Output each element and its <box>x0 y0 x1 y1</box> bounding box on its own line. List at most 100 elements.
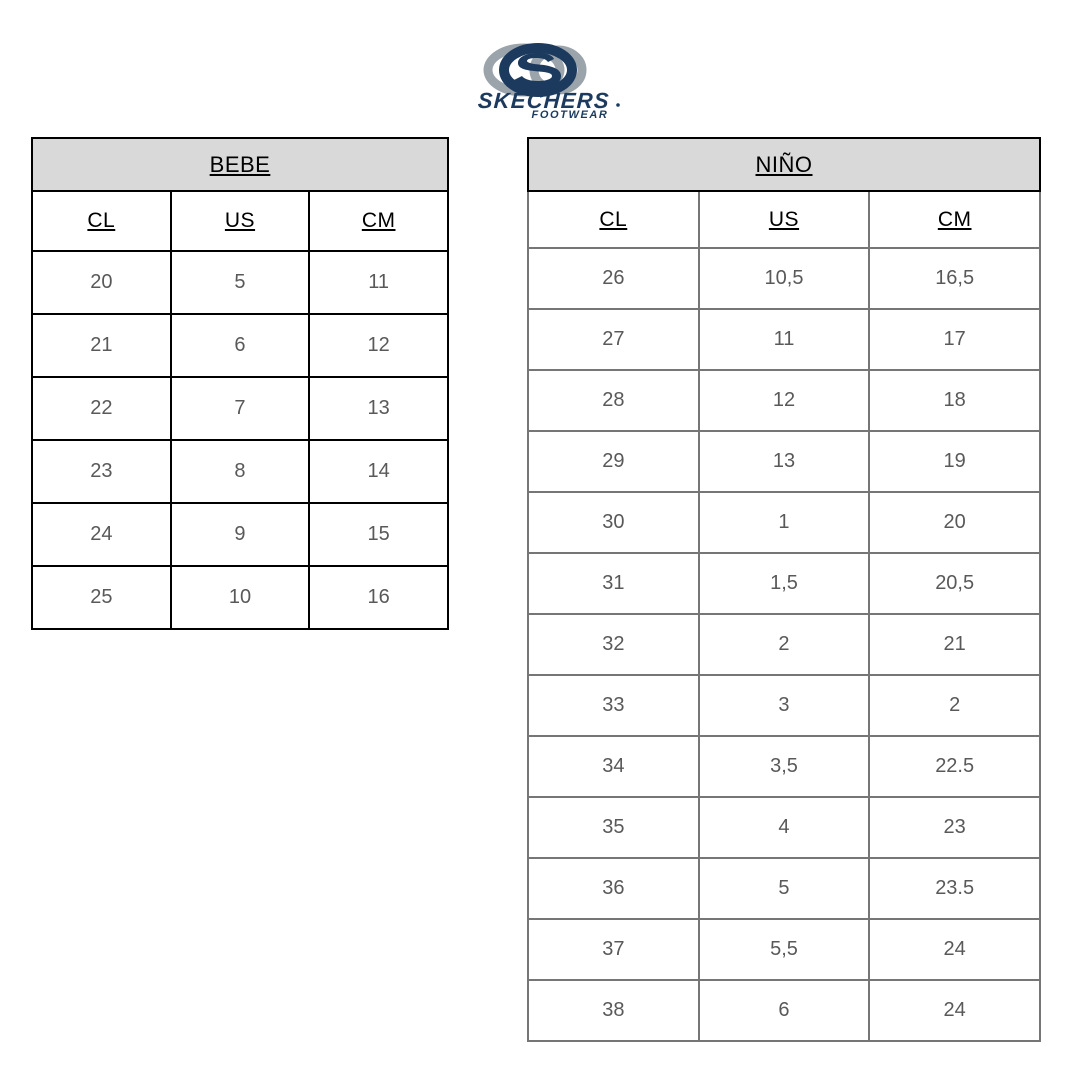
cell-cm: 16 <box>308 565 449 630</box>
table-header-nino: NIÑO CL US CM <box>527 137 1041 249</box>
cell-cl: 23 <box>31 439 172 504</box>
column-header-cm: CM <box>868 190 1041 249</box>
table-row: 20 5 11 <box>31 250 449 315</box>
table-row: 36 5 23.5 <box>527 857 1041 920</box>
cell-cm: 19 <box>868 430 1041 493</box>
cell-us: 13 <box>697 430 871 493</box>
cell-cm: 2 <box>868 674 1041 737</box>
table-row: 37 5,5 24 <box>527 918 1041 981</box>
cell-us: 8 <box>169 439 311 504</box>
size-table-bebe: BEBE CL US CM 20 5 11 21 6 12 22 7 13 23… <box>31 137 449 630</box>
table-body-nino: 26 10,5 16,5 27 11 17 28 12 18 29 13 19 … <box>527 247 1041 1042</box>
cell-cm: 24 <box>868 979 1041 1042</box>
cell-us: 6 <box>169 313 311 378</box>
cell-us: 5 <box>169 250 311 315</box>
cell-cm: 15 <box>308 502 449 567</box>
cell-cl: 22 <box>31 376 172 441</box>
cell-cm: 24 <box>868 918 1041 981</box>
cell-cm: 23 <box>868 796 1041 859</box>
cell-cm: 20,5 <box>868 552 1041 615</box>
cell-cl: 35 <box>527 796 700 859</box>
cell-cl: 31 <box>527 552 700 615</box>
cell-cm: 14 <box>308 439 449 504</box>
cell-us: 10,5 <box>697 247 871 310</box>
table-row: 34 3,5 22.5 <box>527 735 1041 798</box>
cell-us: 3,5 <box>697 735 871 798</box>
logo-s-monogram <box>499 43 577 97</box>
cell-cl: 29 <box>527 430 700 493</box>
table-column-header-row: CL US CM <box>527 190 1041 249</box>
table-row: 28 12 18 <box>527 369 1041 432</box>
cell-us: 1 <box>697 491 871 554</box>
table-row: 38 6 24 <box>527 979 1041 1042</box>
cell-cm: 11 <box>308 250 449 315</box>
cell-us: 5,5 <box>697 918 871 981</box>
svg-text:FOOTWEAR: FOOTWEAR <box>532 109 609 120</box>
table-row: 23 8 14 <box>31 439 449 504</box>
column-header-us: US <box>697 190 871 249</box>
column-header-cl: CL <box>31 190 172 252</box>
cell-cl: 21 <box>31 313 172 378</box>
table-body-bebe: 20 5 11 21 6 12 22 7 13 23 8 14 24 9 15 … <box>31 250 449 630</box>
cell-cm: 16,5 <box>868 247 1041 310</box>
table-row: 27 11 17 <box>527 308 1041 371</box>
logo-tagline: FOOTWEAR <box>532 109 609 120</box>
column-header-cm: CM <box>308 190 449 252</box>
table-row: 35 4 23 <box>527 796 1041 859</box>
table-title-row: BEBE <box>31 137 449 192</box>
cell-cm: 21 <box>868 613 1041 676</box>
column-header-cl: CL <box>527 190 700 249</box>
cell-cl: 32 <box>527 613 700 676</box>
cell-cl: 38 <box>527 979 700 1042</box>
table-title-row: NIÑO <box>527 137 1041 192</box>
logo-wordmark: SKECHERS <box>477 88 620 113</box>
size-table-nino: NIÑO CL US CM 26 10,5 16,5 27 11 17 28 1… <box>527 137 1041 1042</box>
cell-us: 6 <box>697 979 871 1042</box>
cell-cm: 23.5 <box>868 857 1041 920</box>
cell-cl: 28 <box>527 369 700 432</box>
table-title-bebe: BEBE <box>31 137 449 192</box>
cell-us: 10 <box>169 565 311 630</box>
table-row: 22 7 13 <box>31 376 449 441</box>
table-row: 33 3 2 <box>527 674 1041 737</box>
cell-cl: 24 <box>31 502 172 567</box>
cell-cm: 20 <box>868 491 1041 554</box>
table-title-nino: NIÑO <box>527 137 1041 192</box>
cell-cl: 25 <box>31 565 172 630</box>
cell-us: 1,5 <box>697 552 871 615</box>
cell-cl: 37 <box>527 918 700 981</box>
cell-cm: 22.5 <box>868 735 1041 798</box>
cell-cl: 27 <box>527 308 700 371</box>
table-row: 25 10 16 <box>31 565 449 630</box>
cell-us: 9 <box>169 502 311 567</box>
cell-cl: 33 <box>527 674 700 737</box>
cell-us: 7 <box>169 376 311 441</box>
table-row: 30 1 20 <box>527 491 1041 554</box>
cell-cl: 36 <box>527 857 700 920</box>
table-header-bebe: BEBE CL US CM <box>31 137 449 252</box>
cell-cm: 17 <box>868 308 1041 371</box>
cell-us: 2 <box>697 613 871 676</box>
cell-cm: 18 <box>868 369 1041 432</box>
table-row: 21 6 12 <box>31 313 449 378</box>
table-row: 31 1,5 20,5 <box>527 552 1041 615</box>
table-column-header-row: CL US CM <box>31 190 449 252</box>
cell-cm: 13 <box>308 376 449 441</box>
cell-cl: 30 <box>527 491 700 554</box>
cell-us: 4 <box>697 796 871 859</box>
table-row: 24 9 15 <box>31 502 449 567</box>
cell-us: 12 <box>697 369 871 432</box>
cell-us: 3 <box>697 674 871 737</box>
skechers-logo: SKECHERS FOOTWEAR <box>466 40 628 120</box>
column-header-us: US <box>169 190 311 252</box>
cell-cl: 26 <box>527 247 700 310</box>
cell-cl: 34 <box>527 735 700 798</box>
table-row: 32 2 21 <box>527 613 1041 676</box>
svg-text:SKECHERS: SKECHERS <box>477 88 610 113</box>
cell-cl: 20 <box>31 250 172 315</box>
cell-us: 11 <box>697 308 871 371</box>
table-row: 29 13 19 <box>527 430 1041 493</box>
cell-us: 5 <box>697 857 871 920</box>
cell-cm: 12 <box>308 313 449 378</box>
table-row: 26 10,5 16,5 <box>527 247 1041 310</box>
